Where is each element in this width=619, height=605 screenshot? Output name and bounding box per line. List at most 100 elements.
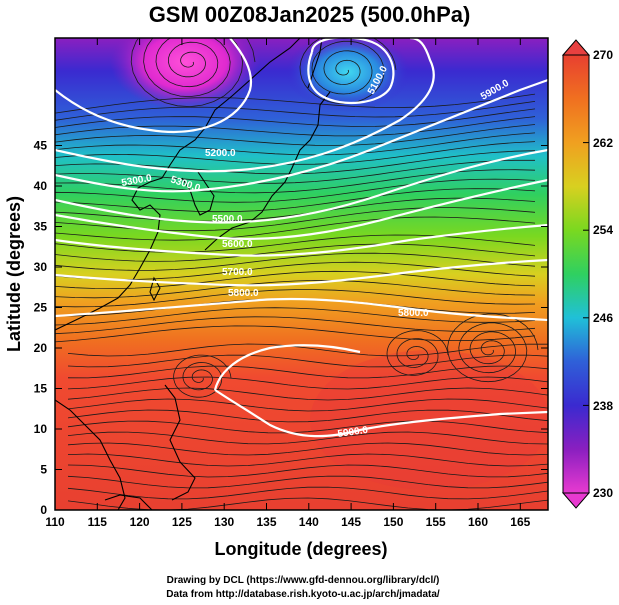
contour-5500 [55,178,548,240]
x-tick-label: 165 [510,515,530,529]
colorbar-bottom-arrow [561,492,591,509]
streamline [67,354,548,368]
coast-china [55,38,301,331]
streamline [55,289,536,308]
streamline [55,124,536,154]
x-tick-label: 145 [341,515,361,529]
streamline [67,442,548,456]
x-tick-label: 120 [130,515,150,529]
contour-label-5700: 5700.0 [222,267,253,278]
streamline [67,343,548,357]
y-tick-label: 10 [34,422,48,436]
colorbar-label: 246 [593,311,613,325]
x-axis-ticks [54,38,521,510]
x-tick-label: 135 [256,515,276,529]
x-axis-title: Longitude (degrees) [214,539,387,559]
coastlines [55,38,331,510]
contour-5100 [307,38,395,104]
streamline [55,159,535,190]
contour-5600 [55,223,548,257]
coast-philippines [164,384,196,501]
contour-5400 [55,148,548,224]
streamline [55,197,536,226]
colorbar-label: 238 [593,399,613,413]
colorbar-label: 270 [593,48,613,62]
x-tick-label: 160 [468,515,488,529]
colorbar-label: 254 [593,223,613,237]
swirl-streamline [173,354,232,398]
streamline [55,270,536,290]
y-tick-label: 25 [34,301,48,315]
contour-label-5800b: 5800.0 [398,308,429,319]
streamline [55,178,536,208]
temperature-field [55,38,548,510]
streamline [67,365,548,379]
contour-5700 [55,258,548,287]
streamline [67,475,548,489]
colorbar-label: 262 [593,136,613,150]
wind-streamlines [55,38,548,510]
colorbar-bar [562,54,590,494]
coast-korea [181,171,215,216]
streamline [55,307,536,326]
streamline [55,234,536,253]
contour-5900 [213,344,548,438]
streamline [67,464,548,478]
contour-label-5600: 5600.0 [222,239,253,250]
contour-label-5800: 5800.0 [228,288,259,299]
streamline [55,243,536,262]
x-tick-label: 130 [214,515,234,529]
streamline [55,101,536,127]
streamline [55,150,536,181]
contour-label-5500: 5500.0 [212,214,243,225]
streamline [55,252,536,271]
swirl-streamline [386,330,449,376]
map-title: GSM 00Z08Jan2025 (500.0hPa) [148,2,471,27]
x-tick-label: 155 [426,515,446,529]
y-tick-label: 30 [34,260,48,274]
streamline [55,207,536,235]
x-tick-label: 150 [383,515,403,529]
streamline [67,420,548,434]
streamline [55,316,536,335]
streamline [55,216,536,244]
contour-label-5300b: 5300.0 [121,173,153,189]
contour-label-5900: 5900.0 [337,425,369,440]
y-axis-ticks [55,145,548,511]
plot-frame [54,37,549,511]
coast-indochina [55,399,126,510]
streamline [67,376,548,390]
y-tick-label: 40 [34,179,48,193]
y-axis-title: Latitude (degrees) [4,196,24,352]
credit-line-1: Drawing by DCL (https://www.gfd-dennou.o… [167,575,440,586]
cyclone-streamline [130,38,256,108]
streamline [55,93,536,118]
streamline [55,116,536,145]
streamline [67,486,548,500]
streamline [67,453,548,467]
y-tick-label: 35 [34,220,48,234]
streamline [55,325,536,343]
streamline [67,387,548,401]
y-tick-label: 0 [40,503,47,517]
x-tick-label: 125 [172,515,192,529]
streamline [67,409,548,423]
contour-5800 [55,297,548,322]
swirl-streamline [447,313,539,383]
streamline [67,431,548,445]
streamline [55,108,536,136]
x-tick-label: 140 [299,515,319,529]
coast-sakhalin [307,38,323,89]
streamline [67,398,548,412]
contour-label-5200: 5200.0 [205,148,236,159]
streamline [55,188,536,217]
y-tick-label: 45 [34,139,48,153]
y-tick-label: 5 [40,463,47,477]
contour-5300 [55,78,548,193]
contour-5200-west [55,38,253,133]
credit-line-2: Data from http://database.rish.kyoto-u.a… [166,589,440,600]
y-tick-label: 20 [34,341,48,355]
coast-japan [204,91,331,251]
contour-5200 [55,38,435,173]
